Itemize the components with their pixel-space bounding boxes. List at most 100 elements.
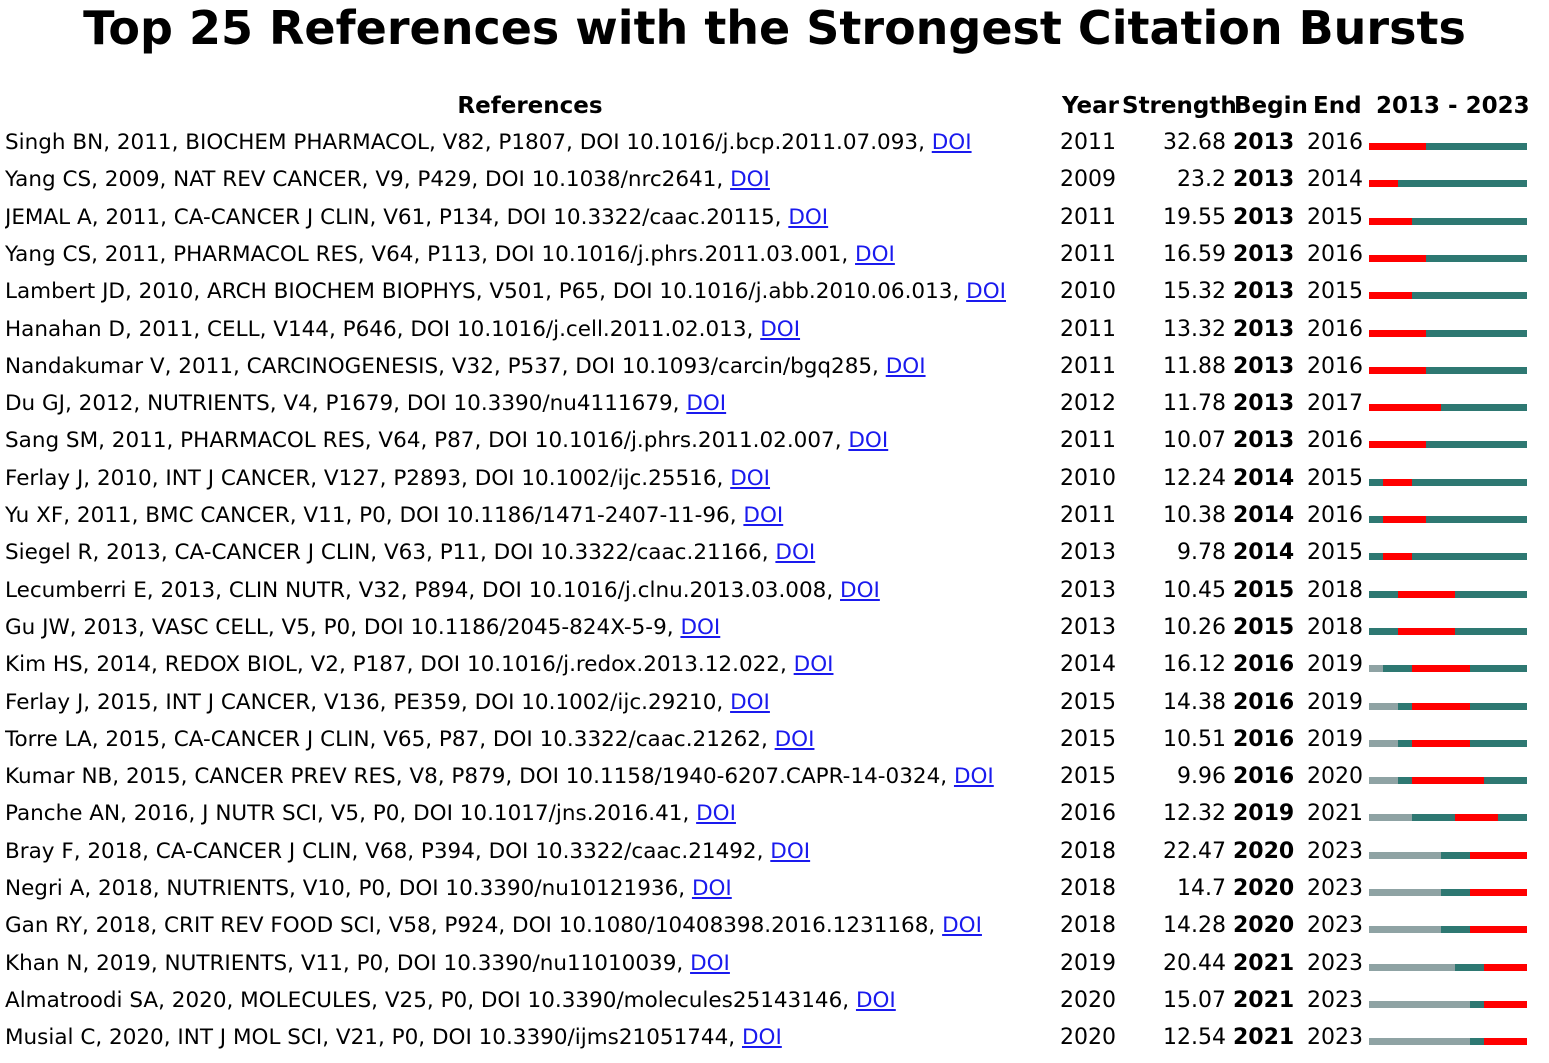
end-cell: 2015: [1307, 279, 1363, 305]
reference-cell: Kim HS, 2014, REDOX BIOL, V2, P187, DOI …: [5, 646, 1060, 683]
year-cell: 2013: [1060, 614, 1116, 640]
reference-text: Ferlay J, 2010, INT J CANCER, V127, P289…: [5, 465, 724, 491]
reference-text: Gu JW, 2013, VASC CELL, V5, P0, DOI 10.1…: [5, 614, 674, 640]
reference-cell: Du GJ, 2012, NUTRIENTS, V4, P1679, DOI 1…: [5, 385, 1060, 422]
reference-text: Gan RY, 2018, CRIT REV FOOD SCI, V58, P9…: [5, 913, 936, 939]
year-cell: 2015: [1060, 689, 1116, 715]
burst-timeline: [1369, 478, 1527, 486]
table-row: Khan N, 2019, NUTRIENTS, V11, P0, DOI 10…: [0, 945, 1549, 982]
begin-cell: 2016: [1233, 764, 1295, 790]
reference-cell: Yang CS, 2009, NAT REV CANCER, V9, P429,…: [5, 161, 1060, 198]
doi-link[interactable]: DOI: [743, 503, 784, 528]
strength-cell: 14.7: [1177, 876, 1226, 901]
doi-link[interactable]: DOI: [730, 465, 771, 491]
strength-cell: 12.54: [1163, 1025, 1226, 1051]
end-cell: 2016: [1307, 503, 1363, 528]
burst-timeline: [1369, 963, 1527, 971]
strength-cell: 19.55: [1163, 204, 1226, 230]
strength-cell: 23.2: [1177, 167, 1226, 193]
doi-link[interactable]: DOI: [953, 764, 994, 790]
burst-timeline: [1369, 814, 1527, 822]
table-row: Gan RY, 2018, CRIT REV FOOD SCI, V58, P9…: [0, 907, 1549, 944]
doi-link[interactable]: DOI: [696, 801, 736, 827]
year-cell: 2009: [1060, 167, 1116, 193]
doi-link[interactable]: DOI: [942, 913, 982, 939]
doi-link[interactable]: DOI: [775, 540, 816, 566]
doi-link[interactable]: DOI: [770, 838, 811, 864]
end-cell: 2021: [1307, 801, 1363, 827]
timeline-inactive-segment: [1369, 665, 1384, 673]
doi-link[interactable]: DOI: [691, 876, 732, 901]
strength-cell: 15.07: [1163, 987, 1226, 1013]
header-strength: Strength: [1122, 93, 1237, 119]
end-cell: 2019: [1307, 726, 1363, 752]
strength-cell: 14.38: [1163, 689, 1226, 715]
burst-segment: [1469, 889, 1527, 896]
reference-cell: Gan RY, 2018, CRIT REV FOOD SCI, V58, P9…: [5, 907, 1060, 944]
year-cell: 2018: [1060, 838, 1116, 864]
doi-link[interactable]: DOI: [848, 428, 889, 454]
begin-cell: 2013: [1233, 428, 1295, 454]
burst-timeline: [1369, 1000, 1527, 1008]
reference-cell: Hanahan D, 2011, CELL, V144, P646, DOI 1…: [5, 311, 1060, 348]
reference-cell: Yang CS, 2011, PHARMACOL RES, V64, P113,…: [5, 236, 1060, 273]
year-cell: 2011: [1060, 428, 1116, 454]
strength-cell: 12.24: [1163, 465, 1226, 491]
end-cell: 2016: [1307, 130, 1363, 155]
strength-cell: 10.51: [1163, 726, 1226, 752]
year-cell: 2011: [1060, 130, 1116, 155]
reference-text: Lambert JD, 2010, ARCH BIOCHEM BIOPHYS, …: [5, 279, 960, 305]
doi-link[interactable]: DOI: [760, 316, 801, 342]
burst-timeline: [1369, 329, 1527, 337]
reference-text: Singh BN, 2011, BIOCHEM PHARMACOL, V82, …: [5, 130, 925, 155]
burst-timeline: [1369, 627, 1527, 635]
end-cell: 2023: [1307, 876, 1363, 901]
burst-timeline: [1369, 739, 1527, 747]
burst-segment: [1412, 702, 1470, 710]
burst-segment: [1412, 777, 1484, 785]
burst-segment: [1383, 516, 1427, 523]
doi-link[interactable]: DOI: [931, 130, 972, 155]
end-cell: 2016: [1307, 241, 1363, 267]
doi-link[interactable]: DOI: [774, 726, 815, 752]
timeline-inactive-segment: [1369, 777, 1398, 785]
burst-timeline: [1369, 851, 1527, 859]
table-row: Kim HS, 2014, REDOX BIOL, V2, P187, DOI …: [0, 646, 1549, 683]
table-row: Almatroodi SA, 2020, MOLECULES, V25, P0,…: [0, 982, 1549, 1019]
table-row: Gu JW, 2013, VASC CELL, V5, P0, DOI 10.1…: [0, 609, 1549, 646]
year-cell: 2011: [1060, 241, 1116, 267]
doi-link[interactable]: DOI: [788, 204, 829, 230]
doi-link[interactable]: DOI: [730, 167, 770, 193]
table-row: Yang CS, 2011, PHARMACOL RES, V64, P113,…: [0, 236, 1549, 273]
reference-cell: Panche AN, 2016, J NUTR SCI, V5, P0, DOI…: [5, 795, 1060, 832]
citation-burst-table: References Year Strength Begin End 2013 …: [0, 86, 1549, 1056]
burst-segment: [1383, 478, 1413, 486]
end-cell: 2015: [1307, 465, 1363, 491]
reference-text: JEMAL A, 2011, CA-CANCER J CLIN, V61, P1…: [5, 204, 782, 230]
doi-link[interactable]: DOI: [741, 1025, 782, 1051]
doi-link[interactable]: DOI: [680, 614, 721, 640]
doi-link[interactable]: DOI: [885, 353, 926, 379]
doi-link[interactable]: DOI: [793, 652, 834, 678]
doi-link[interactable]: DOI: [730, 689, 770, 715]
strength-cell: 10.45: [1163, 577, 1226, 603]
doi-link[interactable]: DOI: [855, 987, 896, 1013]
reference-text: Kim HS, 2014, REDOX BIOL, V2, P187, DOI …: [5, 652, 787, 678]
burst-timeline: [1369, 516, 1527, 523]
burst-segment: [1369, 217, 1413, 225]
burst-segment: [1369, 366, 1427, 374]
doi-link[interactable]: DOI: [840, 577, 880, 603]
doi-link[interactable]: DOI: [855, 241, 895, 267]
burst-timeline: [1369, 553, 1527, 561]
doi-link[interactable]: DOI: [690, 950, 730, 976]
strength-cell: 20.44: [1163, 950, 1226, 976]
burst-segment: [1483, 1000, 1527, 1008]
doi-link[interactable]: DOI: [966, 279, 1006, 305]
begin-cell: 2020: [1233, 838, 1295, 864]
begin-cell: 2019: [1233, 801, 1295, 827]
timeline-active-segment: [1369, 366, 1527, 374]
burst-timeline: [1369, 665, 1527, 673]
doi-link[interactable]: DOI: [686, 391, 727, 417]
begin-cell: 2016: [1233, 652, 1295, 678]
table-row: Panche AN, 2016, J NUTR SCI, V5, P0, DOI…: [0, 795, 1549, 832]
